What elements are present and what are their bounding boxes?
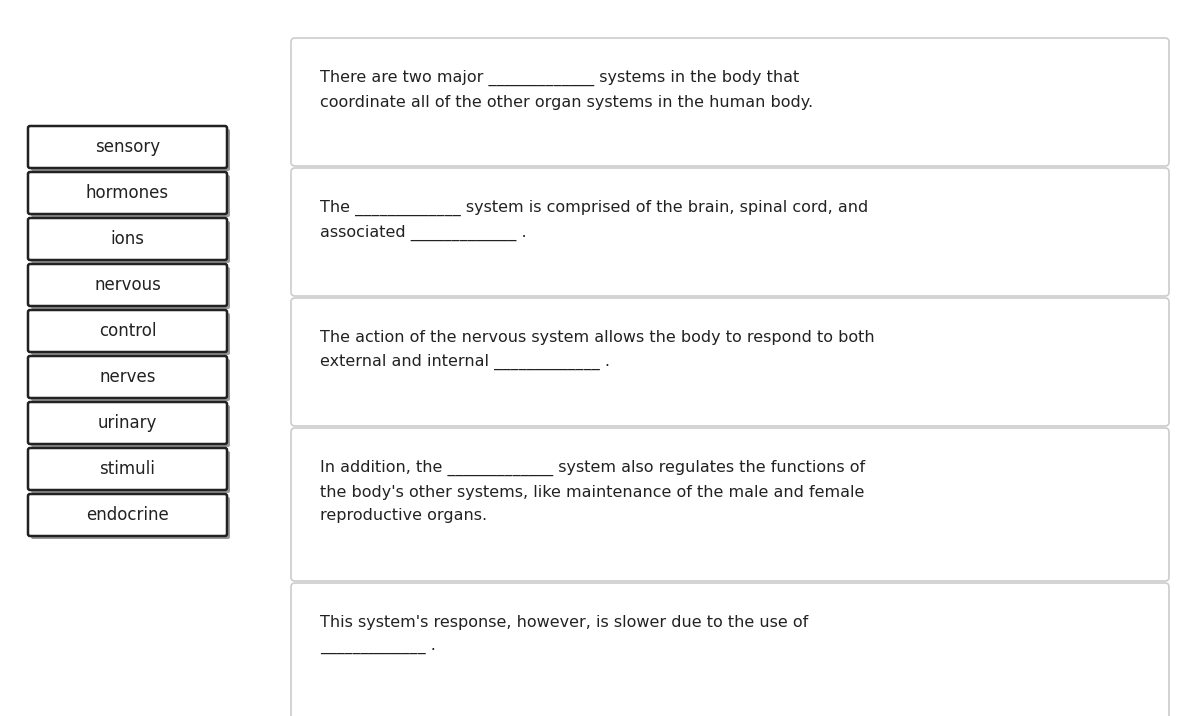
FancyBboxPatch shape	[31, 405, 230, 447]
FancyBboxPatch shape	[31, 359, 230, 401]
FancyBboxPatch shape	[292, 38, 1169, 166]
Text: The action of the nervous system allows the body to respond to both
external and: The action of the nervous system allows …	[320, 330, 875, 369]
Text: control: control	[98, 322, 156, 340]
FancyBboxPatch shape	[292, 583, 1169, 716]
FancyBboxPatch shape	[31, 313, 230, 355]
Text: This system's response, however, is slower due to the use of
_____________ .: This system's response, however, is slow…	[320, 615, 809, 654]
FancyBboxPatch shape	[31, 497, 230, 539]
FancyBboxPatch shape	[292, 428, 1169, 581]
Text: The _____________ system is comprised of the brain, spinal cord, and
associated : The _____________ system is comprised of…	[320, 200, 869, 241]
Text: sensory: sensory	[95, 138, 160, 156]
Text: nervous: nervous	[94, 276, 161, 294]
FancyBboxPatch shape	[31, 267, 230, 309]
FancyBboxPatch shape	[28, 494, 227, 536]
FancyBboxPatch shape	[31, 129, 230, 171]
FancyBboxPatch shape	[28, 448, 227, 490]
FancyBboxPatch shape	[28, 402, 227, 444]
Text: ions: ions	[110, 230, 144, 248]
Text: In addition, the _____________ system also regulates the functions of
the body's: In addition, the _____________ system al…	[320, 460, 865, 523]
FancyBboxPatch shape	[31, 221, 230, 263]
FancyBboxPatch shape	[28, 264, 227, 306]
Text: stimuli: stimuli	[100, 460, 156, 478]
FancyBboxPatch shape	[28, 218, 227, 260]
FancyBboxPatch shape	[28, 172, 227, 214]
FancyBboxPatch shape	[292, 168, 1169, 296]
Text: nerves: nerves	[100, 368, 156, 386]
Text: There are two major _____________ systems in the body that
coordinate all of the: There are two major _____________ system…	[320, 70, 814, 110]
FancyBboxPatch shape	[292, 298, 1169, 426]
FancyBboxPatch shape	[28, 126, 227, 168]
Text: endocrine: endocrine	[86, 506, 169, 524]
FancyBboxPatch shape	[31, 451, 230, 493]
Text: urinary: urinary	[98, 414, 157, 432]
FancyBboxPatch shape	[28, 310, 227, 352]
Text: hormones: hormones	[86, 184, 169, 202]
FancyBboxPatch shape	[31, 175, 230, 217]
FancyBboxPatch shape	[28, 356, 227, 398]
